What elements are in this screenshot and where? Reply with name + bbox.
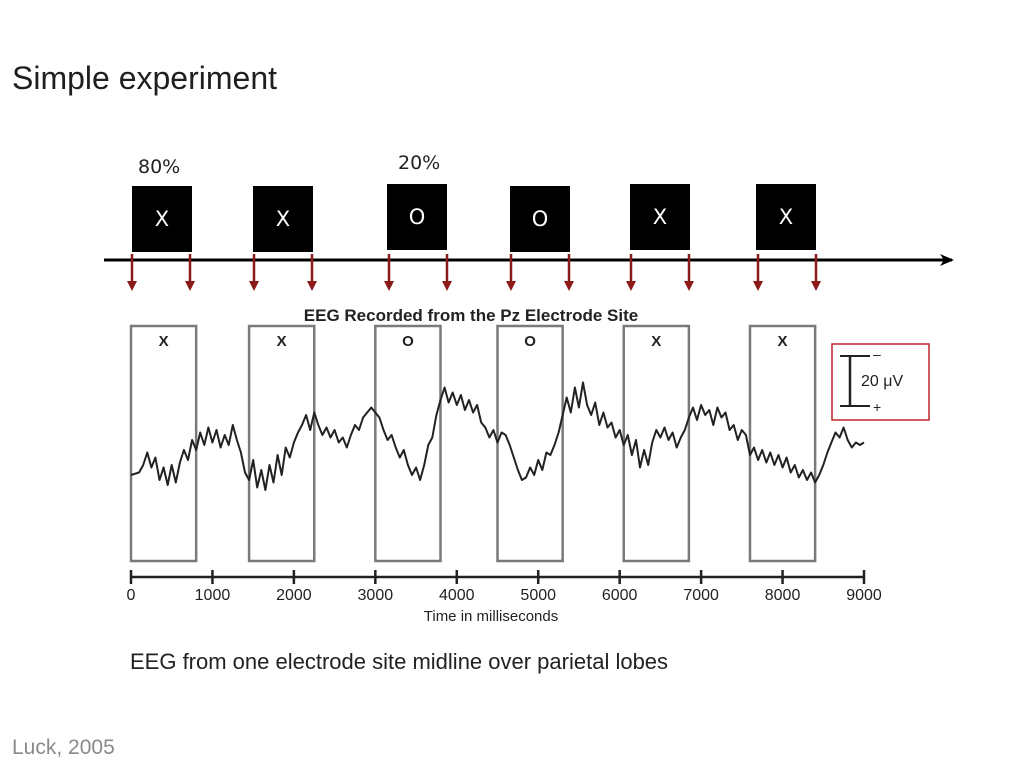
stimulus-window-label: X (277, 333, 287, 350)
stimulus-window-label: O (402, 333, 414, 350)
x-axis-tick-label: 7000 (683, 587, 719, 604)
stimulus-box: X (756, 184, 816, 250)
probability-label-rare: 20% (398, 152, 441, 174)
stimulus-window (748, 324, 817, 563)
x-axis-ticks: 0 1000 2000 3000 4000 5000 6000 7000 8000 9000 (127, 570, 882, 604)
x-axis-label: Time in milliseconds (424, 608, 558, 625)
probability-label-frequent: 80% (138, 156, 181, 178)
stimulus-window (247, 324, 316, 563)
chart-title: EEG Recorded from the Pz Electrode Site (304, 306, 638, 325)
stimulus-window (496, 324, 564, 563)
stimulus-box: O (387, 184, 447, 250)
scale-bar-legend: – 20 μV + (831, 343, 930, 421)
scale-bar-value: 20 μV (861, 373, 903, 390)
x-axis-tick-label: 8000 (765, 587, 801, 604)
x-axis-tick-label: 4000 (439, 587, 475, 604)
stimulus-box: X (630, 184, 690, 250)
stimulus-box: X (253, 186, 313, 252)
scale-bar-positive-sign: + (873, 399, 881, 415)
onset-offset-markers (127, 254, 821, 291)
x-axis-tick-label: 3000 (358, 587, 394, 604)
stimulus-window-label: X (651, 333, 661, 350)
citation: Luck, 2005 (12, 736, 115, 759)
x-axis-tick-label: 2000 (276, 587, 312, 604)
x-axis-tick-label: 9000 (846, 587, 882, 604)
x-axis-tick-label: 1000 (195, 587, 231, 604)
caption: EEG from one electrode site midline over… (130, 649, 669, 674)
page-title: Simple experiment (12, 60, 277, 96)
x-axis-tick-label: 5000 (520, 587, 556, 604)
stimulus-box: X (132, 186, 192, 252)
x-axis-tick-label: 0 (127, 587, 136, 604)
stimulus-window (129, 324, 198, 563)
stimulus-box: O (510, 186, 570, 252)
scale-bar-negative-sign: – (873, 346, 881, 362)
stimulus-window-label: X (778, 333, 788, 350)
eeg-trace (130, 381, 865, 491)
stimulus-window-label: O (524, 333, 536, 350)
x-axis-tick-label: 6000 (602, 587, 638, 604)
stimulus-window (374, 324, 442, 563)
stimulus-window-label: X (159, 333, 169, 350)
